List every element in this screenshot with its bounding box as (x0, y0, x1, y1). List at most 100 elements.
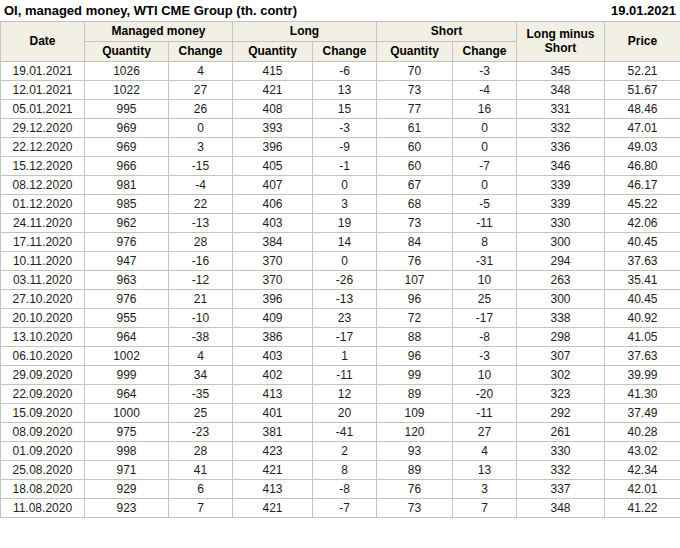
cell-long-change: 0 (313, 176, 377, 195)
cell-price: 41.05 (605, 328, 680, 347)
cell-short-change: 13 (453, 461, 517, 480)
cell-mm-change: -15 (169, 157, 233, 176)
header-short-quantity: Quantity (377, 42, 453, 62)
cell-price: 41.22 (605, 499, 680, 518)
cell-short-quantity: 73 (377, 81, 453, 100)
cell-date: 27.10.2020 (1, 290, 85, 309)
cell-short-quantity: 89 (377, 461, 453, 480)
cell-long-change: -17 (313, 328, 377, 347)
cell-long-quantity: 384 (233, 233, 313, 252)
cell-long-minus-short: 332 (517, 119, 605, 138)
cell-short-change: -11 (453, 214, 517, 233)
cell-long-minus-short: 339 (517, 176, 605, 195)
cell-price: 43.02 (605, 442, 680, 461)
cell-long-minus-short: 302 (517, 366, 605, 385)
cell-short-quantity: 72 (377, 309, 453, 328)
cell-long-minus-short: 338 (517, 309, 605, 328)
cell-long-minus-short: 332 (517, 461, 605, 480)
cell-long-quantity: 403 (233, 347, 313, 366)
cell-date: 08.12.2020 (1, 176, 85, 195)
cell-long-change: 23 (313, 309, 377, 328)
cell-mm-change: -13 (169, 214, 233, 233)
cell-long-quantity: 393 (233, 119, 313, 138)
cell-long-change: -6 (313, 62, 377, 81)
cell-mm-change: 28 (169, 233, 233, 252)
title-bar: OI, managed money, WTI CME Group (th. co… (0, 0, 680, 21)
cell-short-change: 4 (453, 442, 517, 461)
cell-mm-change: 22 (169, 195, 233, 214)
cell-short-change: 0 (453, 119, 517, 138)
cell-price: 46.17 (605, 176, 680, 195)
cell-long-change: 2 (313, 442, 377, 461)
cell-mm-change: -38 (169, 328, 233, 347)
table-row: 11.08.2020 923 7 421 -7 73 7 348 41.22 (1, 499, 680, 518)
cell-mm-quantity: 962 (85, 214, 169, 233)
cell-mm-quantity: 964 (85, 385, 169, 404)
table-row: 20.10.2020 955 -10 409 23 72 -17 338 40.… (1, 309, 680, 328)
cell-price: 48.46 (605, 100, 680, 119)
cell-mm-change: -10 (169, 309, 233, 328)
cell-long-minus-short: 300 (517, 233, 605, 252)
cell-short-quantity: 61 (377, 119, 453, 138)
cell-short-quantity: 84 (377, 233, 453, 252)
table-row: 29.09.2020 999 34 402 -11 99 10 302 39.9… (1, 366, 680, 385)
header-date: Date (1, 22, 85, 62)
cell-short-change: 10 (453, 366, 517, 385)
cell-short-quantity: 76 (377, 252, 453, 271)
cell-price: 37.49 (605, 404, 680, 423)
cell-mm-quantity: 971 (85, 461, 169, 480)
cell-short-quantity: 73 (377, 499, 453, 518)
cell-mm-change: 21 (169, 290, 233, 309)
cell-date: 15.09.2020 (1, 404, 85, 423)
cell-long-change: 13 (313, 81, 377, 100)
cell-long-quantity: 401 (233, 404, 313, 423)
table-row: 08.09.2020 975 -23 381 -41 120 27 261 40… (1, 423, 680, 442)
cell-mm-change: -12 (169, 271, 233, 290)
cell-date: 11.08.2020 (1, 499, 85, 518)
cell-mm-change: 4 (169, 347, 233, 366)
cell-long-minus-short: 330 (517, 442, 605, 461)
cell-long-quantity: 405 (233, 157, 313, 176)
header-short-change: Change (453, 42, 517, 62)
cell-mm-quantity: 999 (85, 366, 169, 385)
cell-date: 13.10.2020 (1, 328, 85, 347)
cell-price: 52.21 (605, 62, 680, 81)
table-row: 29.12.2020 969 0 393 -3 61 0 332 47.01 (1, 119, 680, 138)
table-row: 15.12.2020 966 -15 405 -1 60 -7 346 46.8… (1, 157, 680, 176)
cell-mm-change: 34 (169, 366, 233, 385)
header-long-change: Change (313, 42, 377, 62)
cell-mm-quantity: 985 (85, 195, 169, 214)
cell-short-change: 7 (453, 499, 517, 518)
cell-mm-change: -23 (169, 423, 233, 442)
table-row: 03.11.2020 963 -12 370 -26 107 10 263 35… (1, 271, 680, 290)
cell-long-quantity: 421 (233, 81, 313, 100)
cell-short-change: 0 (453, 138, 517, 157)
header-long: Long (233, 22, 377, 42)
cell-short-quantity: 99 (377, 366, 453, 385)
header-price: Price (605, 22, 680, 62)
cell-price: 46.80 (605, 157, 680, 176)
cell-short-change: 16 (453, 100, 517, 119)
cell-short-change: -8 (453, 328, 517, 347)
table-row: 12.01.2021 1022 27 421 13 73 -4 348 51.6… (1, 81, 680, 100)
cell-long-minus-short: 298 (517, 328, 605, 347)
cell-mm-change: 26 (169, 100, 233, 119)
cell-mm-change: 28 (169, 442, 233, 461)
cell-long-minus-short: 331 (517, 100, 605, 119)
cell-price: 35.41 (605, 271, 680, 290)
cell-short-change: 25 (453, 290, 517, 309)
cell-mm-change: -16 (169, 252, 233, 271)
cell-long-minus-short: 337 (517, 480, 605, 499)
cell-short-change: -4 (453, 81, 517, 100)
cell-price: 42.06 (605, 214, 680, 233)
table-row: 08.12.2020 981 -4 407 0 67 0 339 46.17 (1, 176, 680, 195)
cell-long-quantity: 408 (233, 100, 313, 119)
table-row: 25.08.2020 971 41 421 8 89 13 332 42.34 (1, 461, 680, 480)
cell-short-change: -3 (453, 62, 517, 81)
cell-long-change: 1 (313, 347, 377, 366)
cell-long-minus-short: 345 (517, 62, 605, 81)
cell-mm-change: 41 (169, 461, 233, 480)
cell-long-change: -41 (313, 423, 377, 442)
table-row: 22.09.2020 964 -35 413 12 89 -20 323 41.… (1, 385, 680, 404)
cell-long-minus-short: 261 (517, 423, 605, 442)
